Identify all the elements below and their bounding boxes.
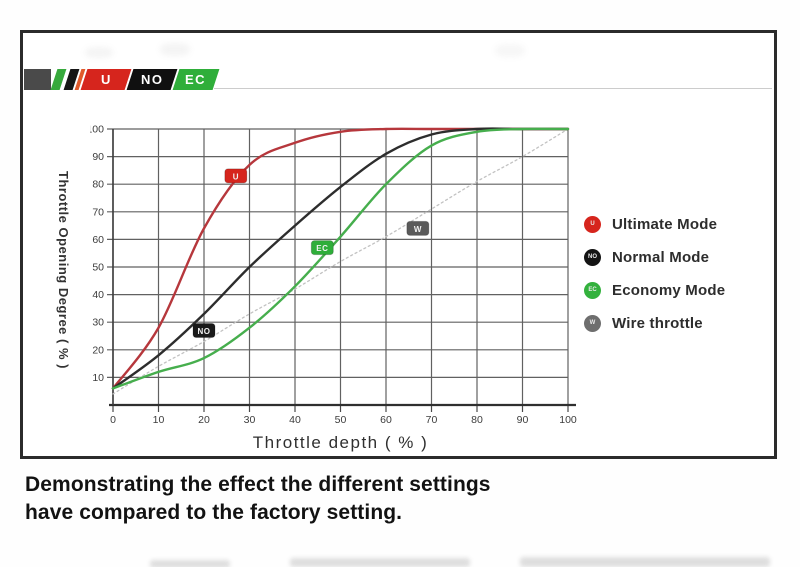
y-tick-label: 100	[90, 124, 104, 136]
plot-badge-u	[224, 168, 248, 184]
y-tick-label: 90	[92, 151, 104, 163]
wire-throttle-icon: W	[584, 314, 601, 332]
logo-gray-bar	[24, 69, 51, 90]
y-tick-label: 10	[92, 372, 104, 384]
curve-ec	[111, 127, 570, 390]
legend-item-ultimate: U Ultimate Mode	[584, 213, 725, 235]
x-tick-label: 40	[289, 414, 301, 426]
scan-smudge	[495, 44, 525, 57]
legend: U Ultimate Mode NO Normal Mode EC Econom…	[584, 213, 725, 345]
x-tick-label: 100	[559, 414, 577, 426]
scan-smudge	[85, 47, 113, 58]
scan-smudge	[160, 43, 190, 56]
bottom-scan-artifact	[520, 557, 770, 567]
x-tick-label: 70	[426, 414, 438, 426]
x-tick-label: 0	[110, 414, 116, 426]
y-tick-label: 70	[92, 206, 104, 218]
unoec-logo: U NO EC	[24, 69, 220, 90]
logo-segment-no: NO	[126, 69, 178, 90]
economy-mode-icon: EC	[584, 281, 601, 299]
x-tick-label: 60	[380, 414, 392, 426]
y-tick-label: 50	[92, 262, 104, 274]
y-tick-label: 40	[92, 289, 104, 301]
y-axis-title: Throttle Opening Degree ( % )	[56, 171, 71, 369]
logo-segment-ec: EC	[172, 69, 220, 90]
x-axis-title: Throttle depth ( % )	[252, 433, 429, 452]
y-tick-label: 60	[92, 234, 104, 246]
logo-rule-line	[214, 88, 772, 89]
x-tick-label: 10	[153, 414, 165, 426]
x-tick-label: 90	[517, 414, 529, 426]
curve-no	[111, 127, 570, 390]
plot-badge-ec	[310, 240, 334, 256]
normal-mode-icon: NO	[584, 248, 601, 266]
x-tick-label: 80	[471, 414, 483, 426]
bottom-scan-artifact	[150, 560, 230, 567]
figure-caption: Demonstrating the effect the different s…	[25, 471, 625, 527]
legend-label: Normal Mode	[612, 248, 710, 266]
legend-item-normal: NO Normal Mode	[584, 246, 725, 268]
y-tick-label: 20	[92, 344, 104, 356]
legend-item-wire: W Wire throttle	[584, 312, 725, 334]
plot-badge-w	[406, 220, 430, 236]
legend-label: Wire throttle	[612, 314, 703, 332]
caption-line-2: have compared to the factory setting.	[25, 501, 403, 524]
y-tick-label: 30	[92, 317, 104, 329]
legend-label: Economy Mode	[612, 281, 726, 299]
ultimate-mode-icon: U	[584, 215, 601, 233]
plot-badge-label: U	[233, 172, 239, 181]
curve-w	[112, 128, 569, 395]
legend-label: Ultimate Mode	[612, 215, 718, 233]
x-tick-label: 20	[198, 414, 210, 426]
legend-item-economy: EC Economy Mode	[584, 279, 725, 301]
plot-badge-label: NO	[198, 327, 211, 336]
x-tick-label: 50	[335, 414, 347, 426]
chart-frame	[20, 30, 777, 459]
bottom-scan-artifact	[290, 558, 470, 567]
y-tick-label: 80	[92, 179, 104, 191]
x-tick-label: 30	[244, 414, 256, 426]
plot-badge-label: W	[414, 225, 422, 234]
logo-segment-u: U	[80, 69, 132, 90]
throttle-chart: 0 10 20 30 40 50 60 70 80 90 100 10 20 30 40 50 60 70 80 90…	[90, 124, 577, 427]
caption-line-1: Demonstrating the effect the different s…	[25, 473, 491, 496]
plot-badge-no	[192, 322, 216, 338]
plot-badge-label: EC	[316, 244, 328, 253]
